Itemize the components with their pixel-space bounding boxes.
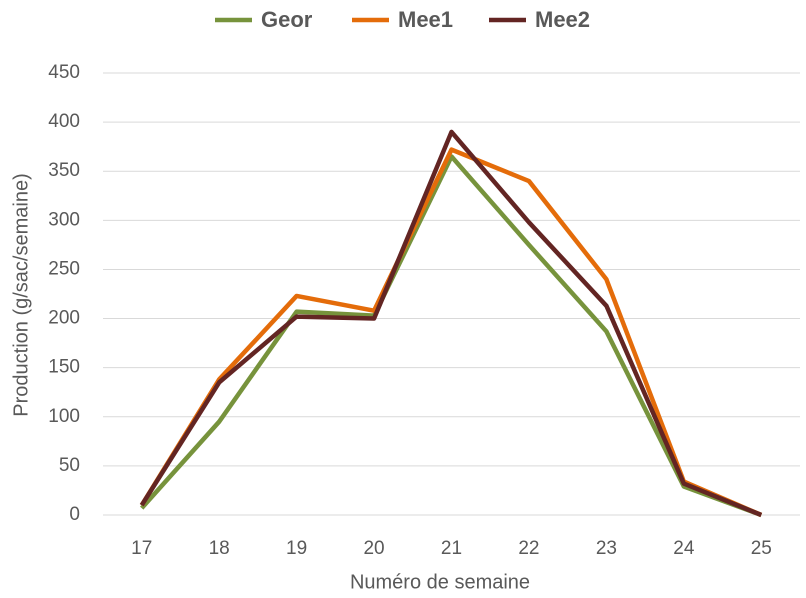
y-tick-label: 100 [48,406,80,427]
legend-label: Mee1 [398,7,453,32]
y-tick-label: 200 [48,308,80,329]
legend-label: Mee2 [535,7,590,32]
y-tick-label: 450 [48,62,80,83]
y-tick-label: 250 [48,258,80,279]
x-tick-label: 17 [131,538,152,559]
legend-label: Geor [261,7,313,32]
x-tick-label: 18 [209,538,230,559]
x-tick-label: 21 [441,538,462,559]
x-tick-label: 22 [518,538,539,559]
y-tick-label: 50 [59,455,80,476]
x-tick-label: 25 [751,538,772,559]
x-axis-title: Numéro de semaine [350,571,530,593]
x-tick-label: 24 [673,538,695,559]
series-line [140,154,763,518]
y-tick-label: 0 [69,504,80,525]
y-tick-label: 400 [48,111,80,132]
y-tick-label: 150 [48,357,80,378]
x-tick-label: 20 [363,538,384,559]
x-tick-label: 19 [286,538,307,559]
x-tick-label: 23 [596,538,617,559]
y-axis-title: Production (g/sac/semaine) [10,173,32,416]
y-tick-label: 350 [48,160,80,181]
y-tick-label: 300 [48,209,80,230]
series-line [139,129,763,518]
series-line [139,147,763,518]
